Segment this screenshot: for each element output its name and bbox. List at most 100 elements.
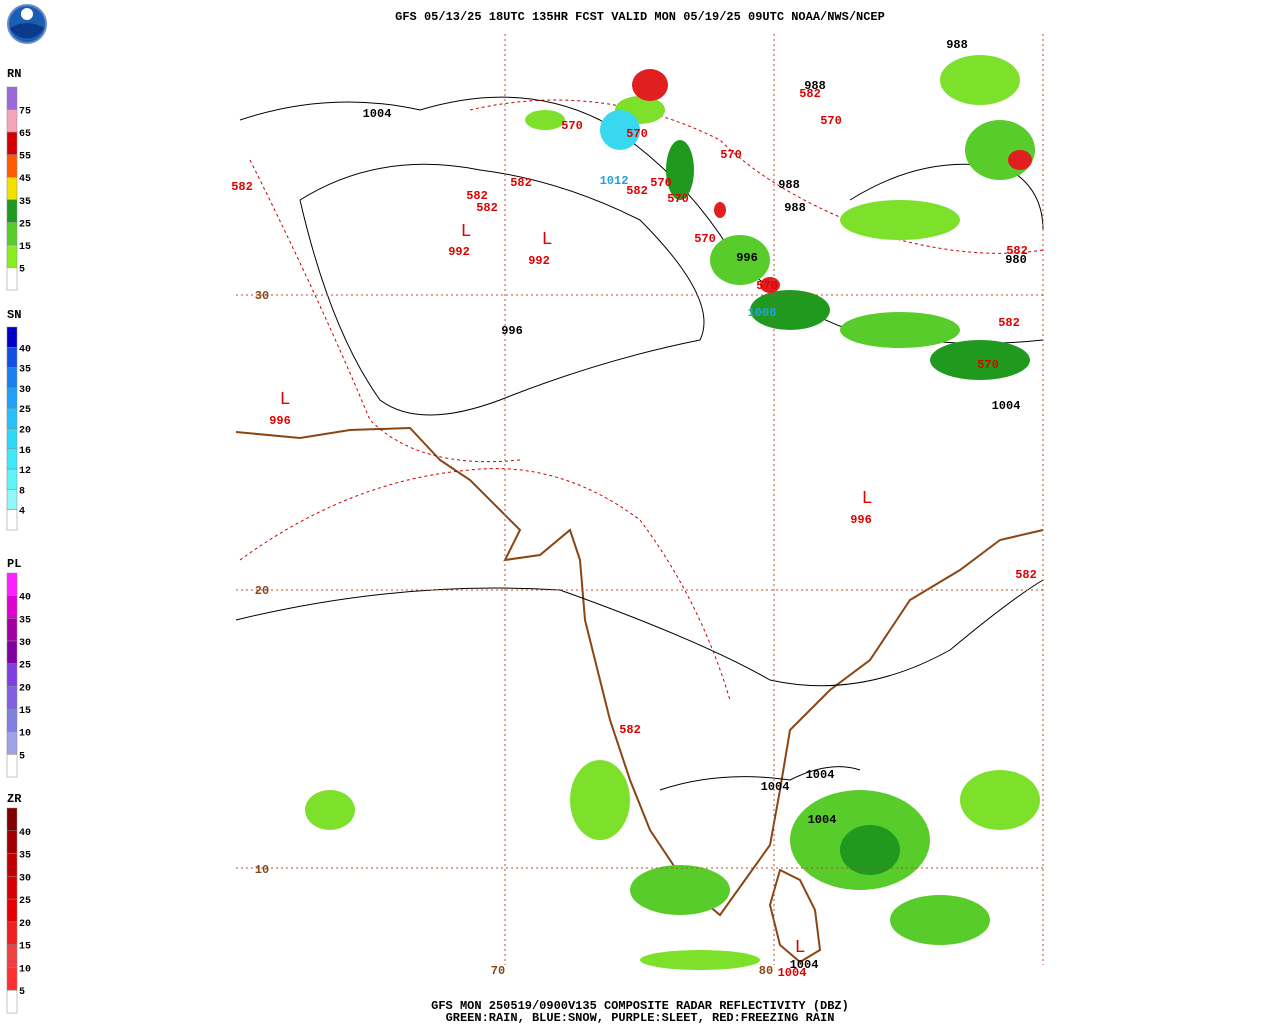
contour-label: 996 — [501, 324, 523, 338]
legend-swatch — [6, 830, 18, 854]
legend-swatch — [6, 708, 18, 732]
low-center: L — [280, 390, 291, 410]
radar-echo — [640, 950, 760, 970]
legend-tick-label: 5 — [19, 751, 25, 762]
legend-swatch — [6, 154, 18, 178]
contour-label: 1004 — [761, 780, 790, 794]
legends: RN756555453525155SN4035302520161284PL403… — [6, 67, 31, 1014]
legend-swatch — [6, 754, 18, 778]
legend-swatch — [6, 876, 18, 900]
legend-tick-label: 35 — [19, 615, 31, 626]
legend-tick-label: 10 — [19, 729, 31, 740]
radar-echo — [960, 770, 1040, 830]
legend-tick-label: 40 — [19, 344, 31, 355]
legend-tick-label: 20 — [19, 683, 31, 694]
legend-swatch — [6, 86, 18, 110]
legend-title: PL — [7, 557, 21, 571]
contour-label: 992 — [528, 254, 550, 268]
radar-echo — [632, 69, 668, 101]
radar-echo — [750, 290, 830, 330]
contour-label: 988 — [784, 201, 806, 215]
legend-swatch — [6, 944, 18, 968]
legend-swatch — [6, 176, 18, 201]
legend-tick-label: 15 — [19, 942, 31, 953]
grid-label: 20 — [255, 584, 269, 598]
legend-tick-label: 25 — [19, 896, 31, 907]
legend-tick-label: 35 — [19, 851, 31, 862]
legend-tick-label: 40 — [19, 828, 31, 839]
contour-label: 570 — [626, 127, 648, 141]
legend-tick-label: 40 — [19, 593, 31, 604]
grid-label: 10 — [255, 863, 269, 877]
contour-label: 570 — [667, 192, 689, 206]
legend-tick-label: 12 — [19, 466, 31, 477]
contour-label: 582 — [619, 723, 641, 737]
legend-tick-label: 8 — [19, 486, 25, 497]
contour-label: 582 — [998, 316, 1020, 330]
radar-echo — [525, 110, 565, 130]
legend-swatch — [6, 428, 18, 450]
contour-label: 1004 — [790, 958, 819, 972]
radar-echo — [840, 200, 960, 240]
lat-lon-grid: 30 20 10 70 80 — [236, 34, 1044, 978]
legend-swatch — [6, 509, 18, 531]
contour-labels: 1004988582570570570570582582582582570570… — [231, 38, 1037, 980]
legend-tick-label: 35 — [19, 365, 31, 376]
contour-label: 570 — [756, 279, 778, 293]
contour-label: 582 — [799, 87, 821, 101]
grid-label: 70 — [491, 964, 505, 978]
contour-label: 570 — [650, 176, 672, 190]
radar-echo — [930, 340, 1030, 380]
legend-tick-label: 20 — [19, 426, 31, 437]
radar-echoes — [305, 55, 1040, 970]
legend-tick-label: 15 — [19, 706, 31, 717]
low-center: L — [862, 489, 873, 509]
contour-label: 582 — [626, 184, 648, 198]
legend-swatch — [6, 387, 18, 409]
legend-tick-label: 25 — [19, 661, 31, 672]
contour-label: 582 — [231, 180, 253, 194]
legend-tick-label: 45 — [19, 174, 31, 185]
legend-tick-label: 35 — [19, 197, 31, 208]
contour-label: 582 — [1006, 244, 1028, 258]
contour-label: 1004 — [778, 966, 807, 980]
contour-label: 988 — [778, 178, 800, 192]
legend-tick-label: 5 — [19, 264, 25, 275]
contour-label: 996 — [269, 414, 291, 428]
legend-tick-label: 30 — [19, 873, 31, 884]
radar-echo — [965, 120, 1035, 180]
grid-label: 30 — [255, 289, 269, 303]
contour-label: 582 — [1015, 568, 1037, 582]
contour-label: 992 — [448, 245, 470, 259]
legend-tick-label: 75 — [19, 107, 31, 118]
legend-swatch — [6, 131, 18, 155]
legend-tick-label: 30 — [19, 385, 31, 396]
legend-swatch — [6, 686, 18, 710]
legend-tick-label: 4 — [19, 507, 25, 518]
legend-swatch — [6, 468, 18, 490]
contour-label: 582 — [510, 176, 532, 190]
header-title: GFS 05/13/25 18UTC 135HR FCST VALID MON … — [395, 10, 885, 24]
legend-swatch — [6, 807, 18, 832]
footer-line2: GREEN:RAIN, BLUE:SNOW, PURPLE:SLEET, RED… — [446, 1011, 835, 1024]
radar-echo — [940, 55, 1020, 105]
legend-swatch — [6, 199, 18, 223]
legend-tick-label: 25 — [19, 405, 31, 416]
contour-label: 570 — [977, 358, 999, 372]
legend-title: RN — [7, 67, 21, 81]
contour-label: 988 — [946, 38, 968, 52]
legend-swatch — [6, 109, 18, 133]
legend-tick-label: 55 — [19, 152, 31, 163]
low-center: L — [542, 230, 553, 250]
legend-swatch — [6, 244, 18, 268]
contour-label: 1008 — [748, 306, 777, 320]
legend-swatch — [6, 222, 18, 246]
radar-echo — [840, 312, 960, 348]
legend-swatch — [6, 347, 18, 368]
noaa-logo — [7, 4, 47, 44]
legend-swatch — [6, 448, 18, 470]
radar-echo — [760, 277, 780, 293]
legend-swatch — [6, 640, 18, 664]
radar-echo — [714, 202, 726, 218]
radar-echo — [630, 865, 730, 915]
